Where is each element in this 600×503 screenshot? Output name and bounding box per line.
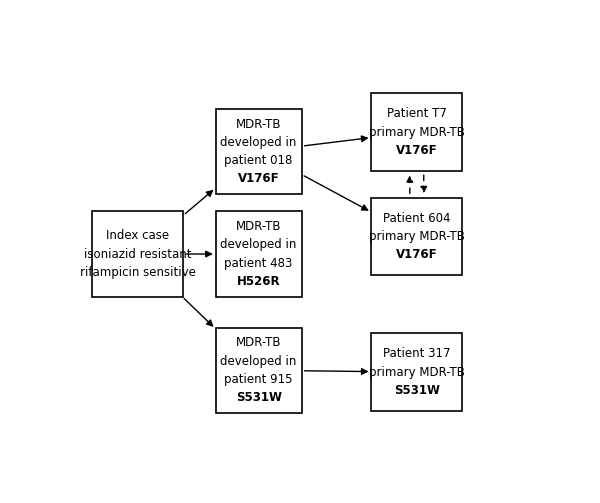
Bar xyxy=(371,198,462,275)
Text: patient 018: patient 018 xyxy=(224,154,293,167)
Text: Patient T7: Patient T7 xyxy=(387,107,447,120)
Text: Patient 317: Patient 317 xyxy=(383,348,451,361)
Text: primary MDR-TB: primary MDR-TB xyxy=(369,126,465,138)
Text: primary MDR-TB: primary MDR-TB xyxy=(369,366,465,379)
Bar xyxy=(215,211,302,297)
Text: patient 915: patient 915 xyxy=(224,373,293,386)
Bar xyxy=(371,93,462,171)
Text: Patient 604: Patient 604 xyxy=(383,212,451,225)
Text: H526R: H526R xyxy=(237,275,280,288)
Text: developed in: developed in xyxy=(220,238,297,252)
Text: patient 483: patient 483 xyxy=(224,257,293,270)
Text: Index case: Index case xyxy=(106,229,169,242)
Text: V176F: V176F xyxy=(396,248,437,261)
Text: developed in: developed in xyxy=(220,355,297,368)
Text: isoniazid resistant: isoniazid resistant xyxy=(84,247,191,261)
Text: MDR-TB: MDR-TB xyxy=(236,337,281,350)
Text: primary MDR-TB: primary MDR-TB xyxy=(369,230,465,243)
Bar xyxy=(215,327,302,413)
Bar xyxy=(92,211,183,297)
Text: V176F: V176F xyxy=(396,144,437,157)
Text: MDR-TB: MDR-TB xyxy=(236,220,281,233)
Text: V176F: V176F xyxy=(238,172,280,185)
Text: S531W: S531W xyxy=(236,391,281,404)
Bar xyxy=(371,333,462,411)
Bar xyxy=(215,109,302,194)
Text: developed in: developed in xyxy=(220,136,297,149)
Text: MDR-TB: MDR-TB xyxy=(236,118,281,131)
Text: rifampicin sensitive: rifampicin sensitive xyxy=(80,266,196,279)
Text: S531W: S531W xyxy=(394,384,440,397)
